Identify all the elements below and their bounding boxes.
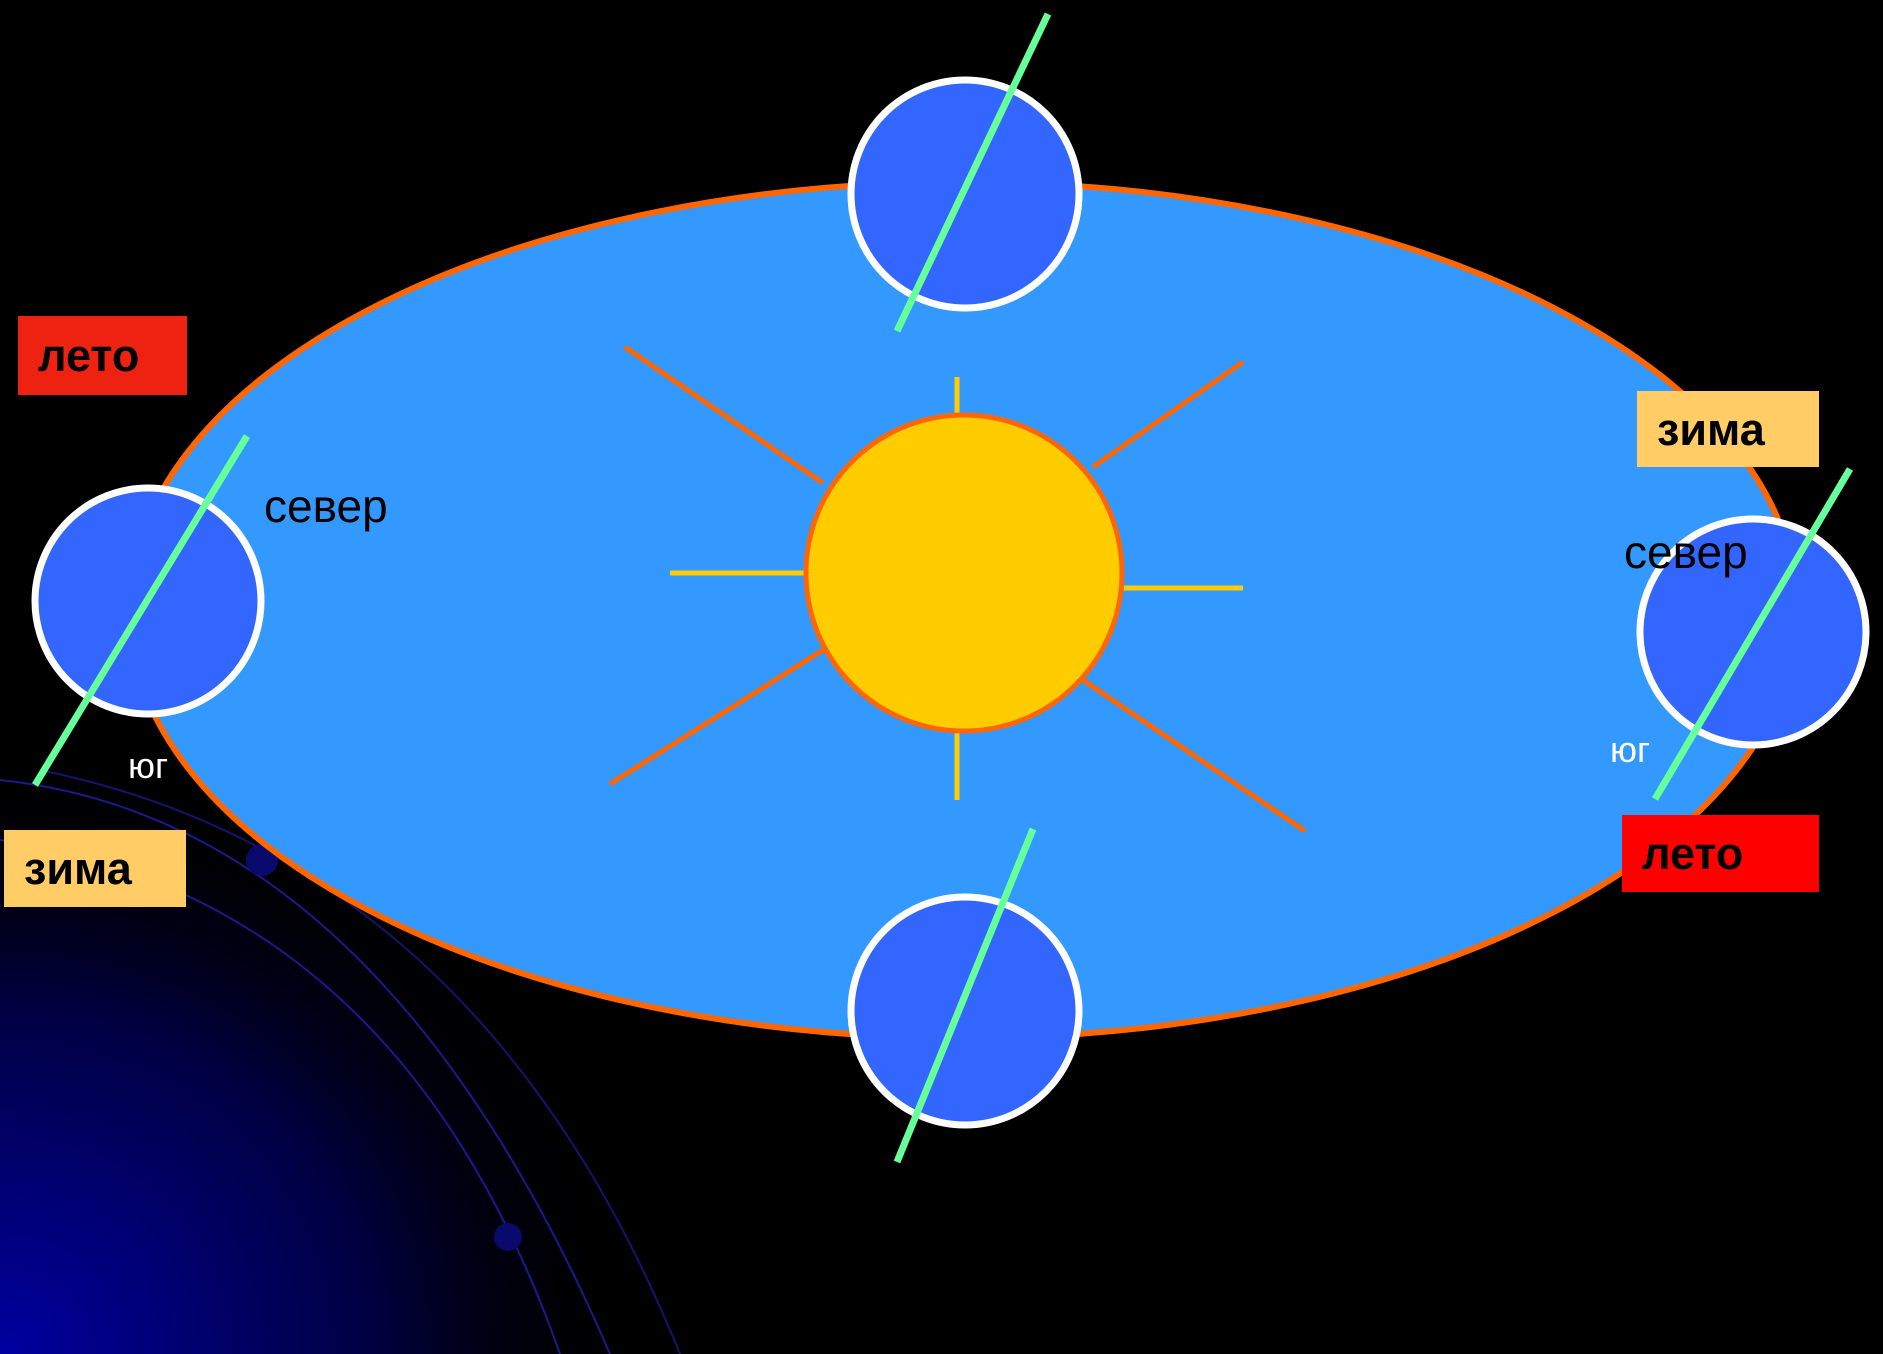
decor-orbit-line-1 — [0, 779, 611, 1354]
earth-bottom-axis — [893, 827, 1037, 1164]
left-winter-label: зима — [4, 830, 186, 907]
earth-top — [847, 12, 1083, 333]
left-north-label: север — [264, 480, 388, 532]
earth-bottom-body — [847, 893, 1083, 1129]
sun-ray-upper-left — [623, 344, 825, 486]
left-south-label: юг — [128, 745, 169, 786]
sun-ray-upper-right — [1091, 359, 1245, 470]
earth-top-axis — [893, 12, 1052, 333]
right-summer-label: лето — [1622, 815, 1819, 892]
sun-ray-lower-right — [1081, 677, 1307, 834]
decor-orbit-line-3 — [39, 769, 681, 1354]
decor-planet-2 — [494, 1223, 522, 1251]
right-winter-label: зима — [1637, 391, 1819, 467]
sun — [803, 412, 1125, 734]
sun-ray-lower-left — [608, 647, 825, 787]
earth-right — [1636, 467, 1870, 801]
right-north-label: север — [1624, 526, 1748, 578]
earth-left — [31, 434, 265, 787]
left-summer-label: лето — [18, 316, 187, 395]
earth-bottom — [847, 827, 1083, 1164]
sun-rays — [608, 344, 1307, 834]
earth-right-axis — [1651, 467, 1854, 801]
right-south-label: юг — [1610, 729, 1651, 770]
earth-left-axis — [32, 434, 250, 787]
